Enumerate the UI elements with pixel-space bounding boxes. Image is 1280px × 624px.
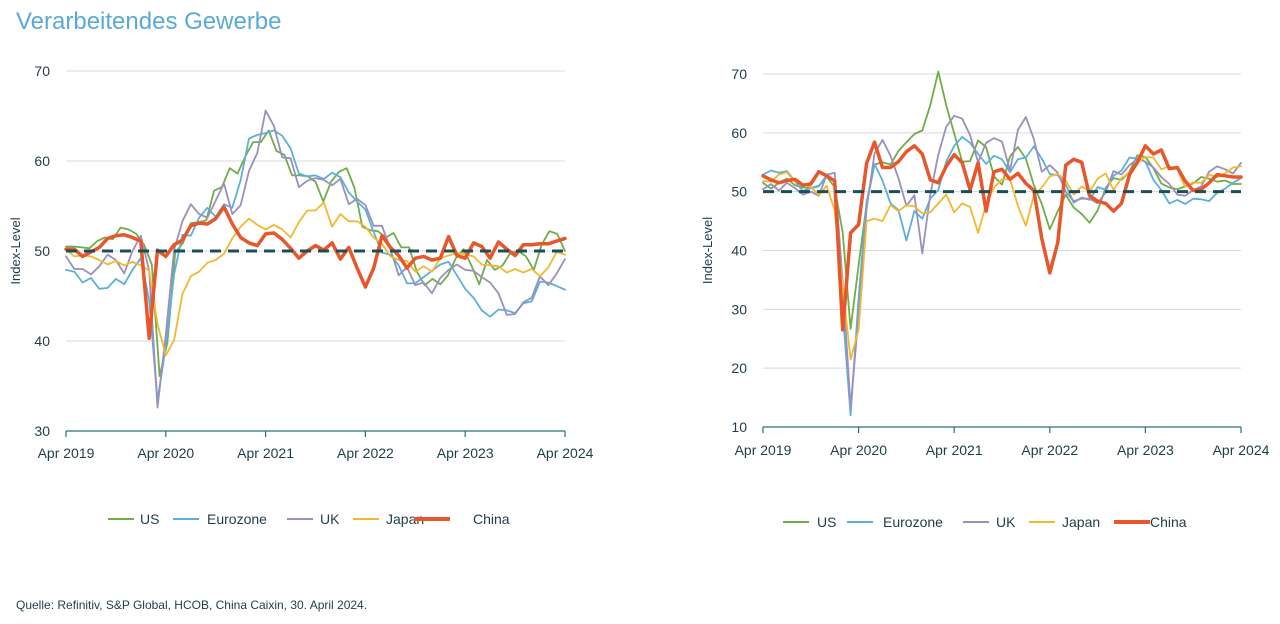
series-line-japan bbox=[65, 201, 566, 357]
y-tick-label: 30 bbox=[731, 301, 747, 317]
y-tick-label: 60 bbox=[731, 125, 747, 141]
x-tick-label: Apr 2021 bbox=[237, 445, 294, 461]
y-tick-label: 40 bbox=[34, 333, 50, 349]
x-tick-label: Apr 2023 bbox=[437, 445, 494, 461]
x-tick-label: Apr 2024 bbox=[1213, 442, 1270, 458]
x-tick-label: Apr 2022 bbox=[1021, 442, 1078, 458]
series-line-us bbox=[762, 70, 1242, 330]
chart-right: 10 20 30 40 50 60 70 Apr 2019 Apr 2020 Apr 2021 Ap… bbox=[700, 66, 1270, 530]
y-tick-label: 50 bbox=[731, 184, 747, 200]
y-tick-label: 20 bbox=[731, 360, 747, 376]
legend-label-eurozone: Eurozone bbox=[883, 514, 943, 530]
y-axis-label: Index-Level bbox=[700, 217, 715, 284]
y-tick-label: 60 bbox=[34, 153, 50, 169]
legend-label-eurozone: Eurozone bbox=[207, 511, 267, 527]
legend-label-uk: UK bbox=[320, 511, 340, 527]
legend-label-us: US bbox=[817, 514, 836, 530]
x-tick-label: Apr 2019 bbox=[735, 442, 792, 458]
chart-left: 30 40 50 60 70 Apr 2019 Apr 2020 Apr 2021 Apr 20… bbox=[8, 63, 594, 527]
y-tick-label: 50 bbox=[34, 243, 50, 259]
series-line-eurozone bbox=[65, 129, 566, 402]
source-note: Quelle: Refinitiv, S&P Global, HCOB, Chi… bbox=[16, 598, 368, 612]
y-tick-label: 70 bbox=[731, 66, 747, 82]
legend-label-china: China bbox=[473, 511, 510, 527]
page-title: Verarbeitendes Gewerbe bbox=[16, 8, 282, 35]
y-tick-label: 10 bbox=[731, 419, 747, 435]
x-tick-label: Apr 2022 bbox=[337, 445, 394, 461]
y-tick-label: 40 bbox=[731, 243, 747, 259]
y-axis-label: Index-Level bbox=[8, 217, 23, 284]
x-tick-label: Apr 2023 bbox=[1117, 442, 1174, 458]
series-line-japan bbox=[762, 156, 1242, 361]
legend-label-uk: UK bbox=[996, 514, 1016, 530]
x-tick-label: Apr 2024 bbox=[537, 445, 594, 461]
x-tick-label: Apr 2020 bbox=[830, 442, 887, 458]
y-tick-label: 30 bbox=[34, 423, 50, 439]
x-tick-label: Apr 2020 bbox=[137, 445, 194, 461]
legend-label-us: US bbox=[140, 511, 159, 527]
series-line-china bbox=[64, 205, 567, 341]
x-tick-label: Apr 2021 bbox=[926, 442, 983, 458]
series-line-china bbox=[761, 140, 1243, 332]
y-tick-label: 70 bbox=[34, 63, 50, 79]
legend-label-japan: Japan bbox=[1062, 514, 1100, 530]
legend-label-japan: Japan bbox=[386, 511, 424, 527]
legend-label-china: China bbox=[1150, 514, 1187, 530]
x-tick-label: Apr 2019 bbox=[38, 445, 95, 461]
